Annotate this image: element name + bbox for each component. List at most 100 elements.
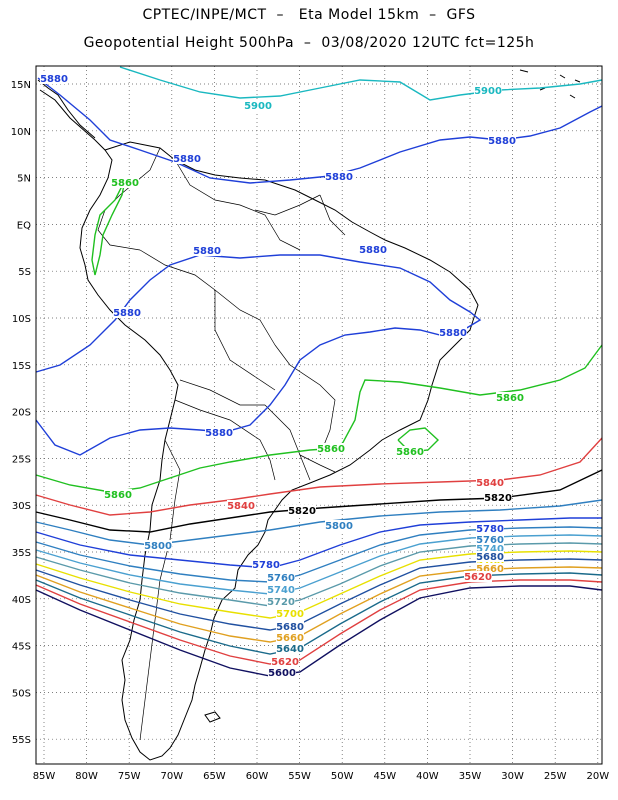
lat-label: 15N [11, 80, 31, 91]
contour-label-5720: 5720 [267, 597, 295, 608]
lon-label: 65W [203, 771, 226, 782]
contour-label-bg [104, 489, 132, 500]
contour-label-bg [476, 563, 504, 574]
contour-label-5880: 5880 [205, 428, 233, 439]
contour-label-5860: 5860 [111, 178, 139, 189]
lat-label: 35S [12, 548, 31, 559]
contour-label-bg [359, 244, 387, 255]
contour-label-5880: 5880 [173, 154, 201, 165]
lat-label: 25S [12, 454, 31, 465]
contour-5700 [35, 550, 603, 619]
contour-5860-andes [91, 179, 126, 276]
contour-label-bg [276, 621, 304, 632]
lon-label: 35W [459, 771, 482, 782]
contour-5640 [35, 572, 603, 655]
contour-label-5860: 5860 [396, 447, 424, 458]
contour-label-5660: 5660 [276, 633, 304, 644]
contour-label-bg [496, 392, 524, 403]
contour-label-bg [271, 656, 299, 667]
longitude-labels: 85W 80W 75W 70W 65W 60W 55W 50W 45W 40W 35W 30W 25W 2… [33, 771, 610, 782]
falkland-islands [204, 711, 221, 723]
contour-5680 [35, 558, 603, 631]
lat-label: 5S [18, 267, 31, 278]
contour-label-5820: 5820 [288, 506, 316, 517]
contour-label-5760: 5760 [267, 573, 295, 584]
lon-label: 20W [586, 771, 609, 782]
contour-label-bg [317, 443, 345, 454]
contour-labels: 5900 5900 5880 5880 5880 5880 5880 5880 5880 5880… [40, 73, 524, 679]
contour-label-bg [396, 446, 424, 457]
contour-label-5620: 5620 [271, 657, 299, 668]
lat-label: EQ [17, 220, 31, 231]
contour-label-5840: 5840 [476, 478, 504, 489]
contour-label-5900: 5900 [474, 86, 502, 97]
contour-label-5800: 5800 [325, 521, 353, 532]
lon-label: 70W [160, 771, 183, 782]
latitude-labels: 15N 10N 5N EQ 5S 10S 15S 20S 25S 30S 35S 40S 45S 50S 5… [11, 80, 31, 746]
contour-label-bg [276, 632, 304, 643]
lon-label: 80W [75, 771, 98, 782]
contour-label-5880: 5880 [113, 308, 141, 319]
contour-label-bg [476, 551, 504, 562]
lon-label: 30W [501, 771, 524, 782]
contour-label-bg [267, 572, 295, 583]
lon-label: 55W [288, 771, 311, 782]
lon-label: 45W [373, 771, 396, 782]
contour-label-bg [464, 571, 492, 582]
contour-label-bg [193, 245, 221, 256]
contour-5740 [35, 534, 603, 595]
contour-label-5640: 5640 [276, 644, 304, 655]
contour-label-5740: 5740 [267, 585, 295, 596]
map-title: CPTEC/INPE/MCT – Eta Model 15km – GFS [142, 7, 476, 23]
contour-label-5860: 5860 [317, 444, 345, 455]
contour-label-5880: 5880 [488, 136, 516, 147]
contour-label-bg [325, 520, 353, 531]
contour-5880-central [35, 254, 482, 456]
coastlines [37, 69, 581, 761]
contour-label-5760: 5760 [476, 535, 504, 546]
contour-label-5880: 5880 [193, 246, 221, 257]
contour-label-bg [476, 534, 504, 545]
contour-label-bg [476, 477, 504, 488]
contour-label-bg [288, 505, 316, 516]
contour-label-5740: 5740 [476, 544, 504, 555]
contour-label-5880: 5880 [325, 172, 353, 183]
contour-label-bg [476, 543, 504, 554]
contour-label-5880: 5880 [439, 328, 467, 339]
contour-label-bg [267, 596, 295, 607]
contour-label-5780: 5780 [252, 560, 280, 571]
lon-label: 85W [33, 771, 56, 782]
contour-label-5860: 5860 [104, 490, 132, 501]
lat-label: 45S [12, 642, 31, 653]
contour-label-5820: 5820 [484, 493, 512, 504]
contour-label-bg [476, 523, 504, 534]
contour-label-bg [173, 153, 201, 164]
contour-label-bg [111, 177, 139, 188]
lon-label: 40W [416, 771, 439, 782]
lat-label: 10S [12, 314, 31, 325]
contour-label-bg [205, 427, 233, 438]
contour-label-bg [276, 608, 304, 619]
contour-label-5620: 5620 [464, 572, 492, 583]
lat-label: 15S [12, 361, 31, 372]
contour-label-5880: 5880 [40, 74, 68, 85]
contour-label-bg [276, 643, 304, 654]
contour-label-bg [484, 492, 512, 503]
map-subtitle: Geopotential Height 500hPa – 03/08/2020 … [83, 35, 535, 51]
lat-label: 40S [12, 595, 31, 606]
contour-label-5800: 5800 [144, 541, 172, 552]
contour-5660 [35, 566, 603, 643]
contour-label-5780: 5780 [476, 524, 504, 535]
contour-label-bg [252, 559, 280, 570]
contour-label-bg [244, 100, 272, 111]
contour-5600 [35, 585, 603, 677]
lon-label: 60W [246, 771, 269, 782]
caribbean-islands [519, 69, 581, 99]
contour-5780 [35, 517, 602, 569]
lat-label: 55S [12, 735, 31, 746]
lon-label: 75W [118, 771, 141, 782]
contour-label-5700: 5700 [276, 609, 304, 620]
contour-label-5840: 5840 [227, 501, 255, 512]
central-america-coast [37, 79, 96, 139]
